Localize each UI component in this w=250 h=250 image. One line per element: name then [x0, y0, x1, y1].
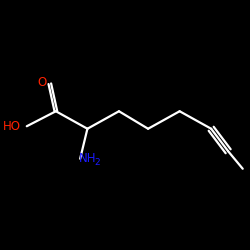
Text: NH: NH: [79, 152, 96, 165]
Text: O: O: [37, 76, 46, 89]
Text: HO: HO: [3, 120, 21, 133]
Text: 2: 2: [94, 158, 100, 167]
